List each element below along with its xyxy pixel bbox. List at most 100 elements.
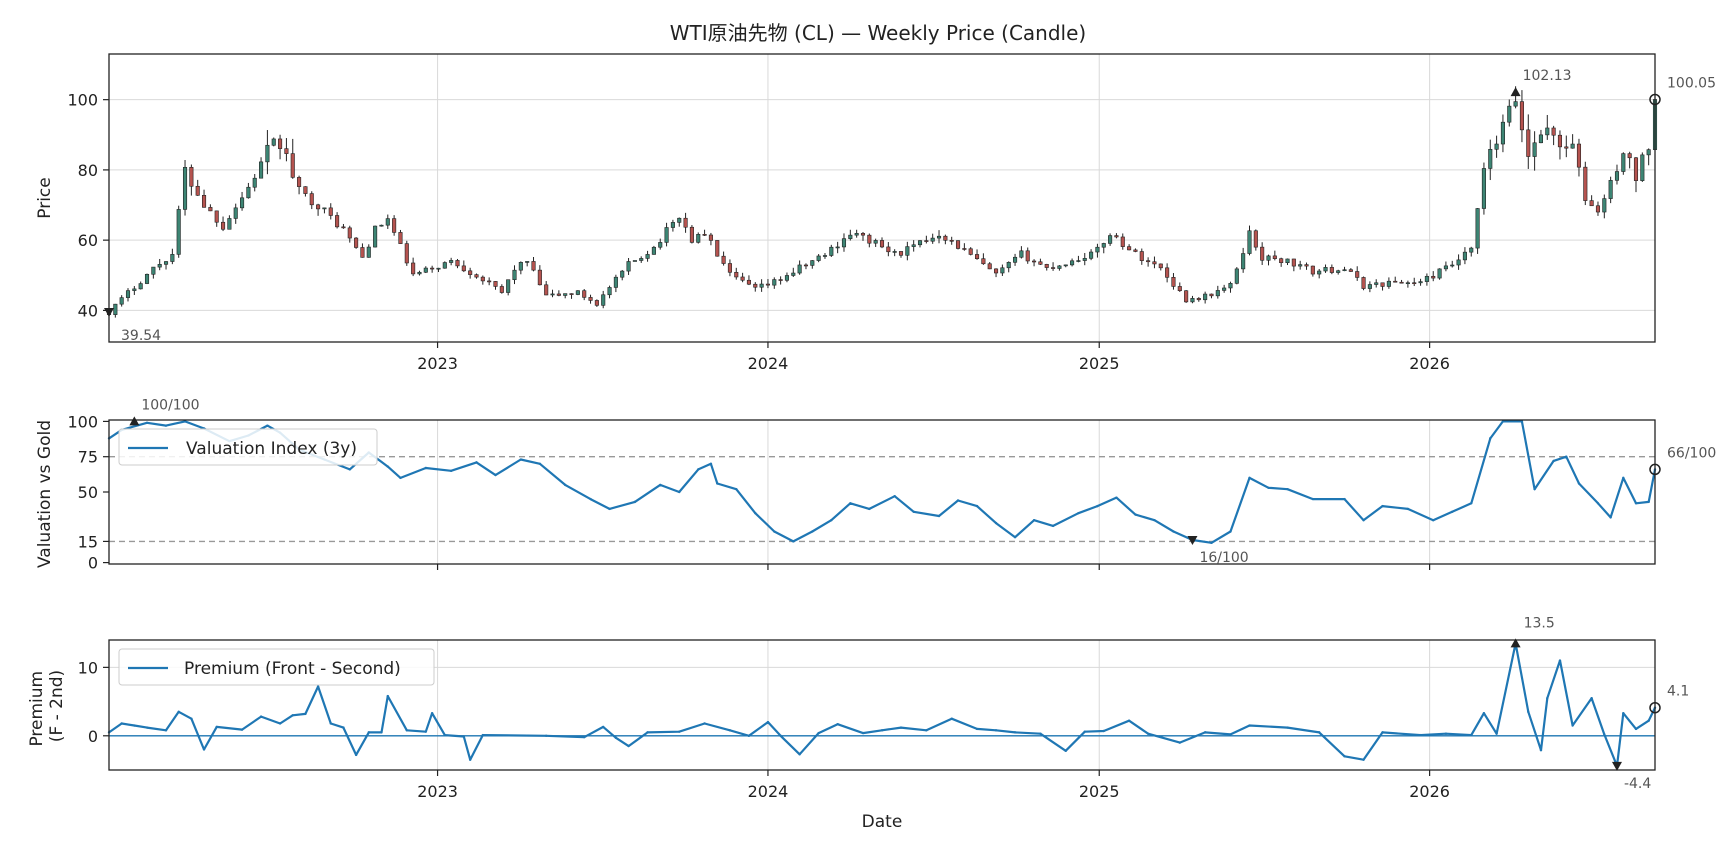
data-point <box>608 507 611 511</box>
data-point <box>779 734 782 737</box>
candle <box>556 293 561 296</box>
candle <box>759 283 764 288</box>
price-x-ticks: 2023 2024 2025 2026 <box>417 342 1450 373</box>
x-tick-label: 2023 <box>417 782 458 801</box>
candle <box>841 238 847 248</box>
candle <box>715 240 720 257</box>
data-point <box>861 731 865 735</box>
candle <box>455 260 460 267</box>
candle <box>449 260 454 263</box>
data-point <box>380 731 383 734</box>
annotation-label: 100/100 <box>141 397 199 413</box>
candle <box>1051 267 1056 269</box>
candle <box>423 267 428 273</box>
data-point <box>614 736 618 740</box>
price-y-ticks: 40 60 80 100 <box>67 91 109 320</box>
data-point <box>627 744 630 748</box>
valuation-grid <box>437 420 1431 564</box>
data-point <box>754 511 757 515</box>
candle <box>791 272 796 276</box>
data-point <box>494 473 497 477</box>
candle <box>195 185 200 196</box>
candle <box>151 266 156 275</box>
data-point <box>1051 524 1055 528</box>
candle <box>1431 275 1436 279</box>
y-tick-label: 50 <box>78 483 98 502</box>
candle <box>1032 260 1037 263</box>
candle <box>962 248 967 250</box>
data-point <box>1647 500 1650 504</box>
candle <box>1063 264 1068 267</box>
candle <box>968 248 973 255</box>
candle <box>1272 255 1277 259</box>
candle <box>132 288 137 291</box>
premium-y-label-line2: (F - 2nd) <box>47 670 67 742</box>
candle <box>1576 143 1582 168</box>
candle <box>664 227 669 243</box>
data-point <box>747 734 751 737</box>
candle <box>170 254 175 262</box>
y-tick-label: 0 <box>88 727 98 746</box>
data-point <box>1622 476 1625 480</box>
candle <box>727 263 732 273</box>
candle <box>271 138 276 146</box>
data-point <box>449 469 453 473</box>
candle <box>1627 153 1632 159</box>
candle <box>867 234 872 244</box>
candle <box>1038 261 1043 265</box>
data-point <box>773 530 776 533</box>
candle <box>1013 256 1018 263</box>
data-point <box>994 729 998 732</box>
candle <box>1507 105 1512 123</box>
candle <box>797 264 802 274</box>
valuation-legend-label: Valuation Index (3y) <box>186 439 357 459</box>
candle <box>1285 258 1290 264</box>
data-point <box>1096 504 1099 508</box>
candle <box>1551 127 1556 136</box>
candle <box>1494 143 1499 150</box>
data-point <box>1317 731 1321 734</box>
candle <box>404 243 409 264</box>
y-tick-label: 75 <box>78 448 98 467</box>
candle <box>233 207 238 219</box>
premium-series-line <box>108 642 1656 768</box>
candle <box>265 144 270 163</box>
data-point <box>1032 519 1036 522</box>
candle <box>930 237 935 242</box>
candle <box>1120 236 1125 247</box>
candle <box>1405 282 1410 285</box>
candle <box>1646 149 1651 156</box>
x-tick-label: 2026 <box>1409 782 1450 801</box>
candle <box>119 297 124 305</box>
data-point <box>1013 731 1017 734</box>
candle <box>544 284 549 296</box>
candle <box>772 279 777 286</box>
data-point <box>975 727 979 731</box>
candle <box>924 240 929 242</box>
candle <box>1108 235 1113 244</box>
data-point <box>1267 486 1270 489</box>
candle <box>392 218 397 233</box>
x-tick-label: 2023 <box>417 354 458 373</box>
data-point <box>880 729 884 732</box>
candle <box>1323 267 1328 272</box>
candle <box>1386 280 1391 287</box>
data-point <box>266 424 269 427</box>
candle <box>1266 255 1271 261</box>
price-annotations: 102.13 39.54 100.05 <box>104 68 1716 344</box>
data-point <box>1134 513 1137 516</box>
candle <box>740 276 745 281</box>
candle <box>943 235 948 241</box>
candle <box>487 280 492 283</box>
candle <box>765 283 770 286</box>
max-marker <box>1510 87 1521 97</box>
candle <box>816 255 821 261</box>
data-point <box>1533 487 1536 491</box>
candle <box>525 261 530 263</box>
candle <box>1481 168 1486 209</box>
data-point <box>678 490 681 494</box>
candle <box>1298 264 1303 267</box>
data-point <box>1083 730 1086 733</box>
candle <box>1082 258 1087 261</box>
